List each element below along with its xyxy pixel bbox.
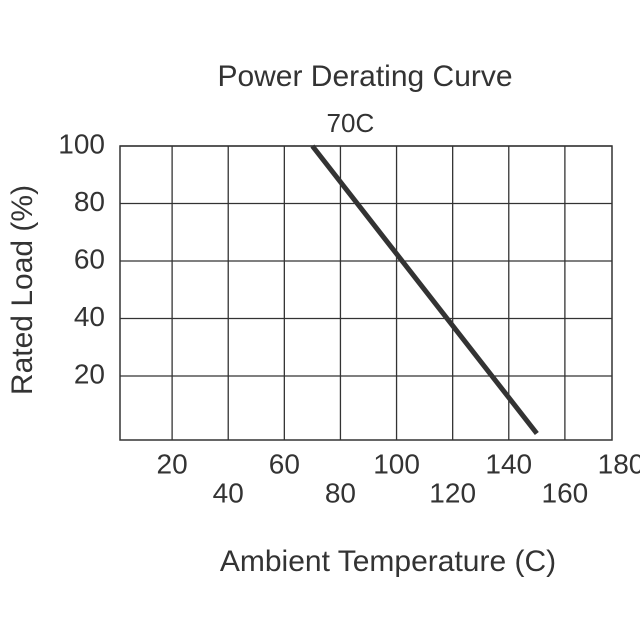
y-tick-label: 40	[74, 301, 105, 332]
y-tick-label: 20	[74, 358, 105, 389]
x-tick-label: 80	[325, 477, 356, 508]
x-tick-label: 180	[598, 448, 640, 479]
x-tick-label: 160	[542, 477, 589, 508]
x-tick-label: 40	[213, 477, 244, 508]
x-tick-label: 100	[373, 448, 420, 479]
annotation: 70C	[327, 108, 375, 138]
x-tick-label: 20	[157, 448, 188, 479]
data-line	[310, 144, 539, 436]
y-tick-label: 100	[58, 128, 105, 159]
chart-title: Power Derating Curve	[217, 60, 512, 93]
y-tick-label: 80	[74, 186, 105, 217]
plot-frame	[119, 145, 613, 441]
x-tick-label: 60	[269, 448, 300, 479]
x-tick-label: 140	[485, 448, 532, 479]
x-tick-label: 120	[429, 477, 476, 508]
x-axis-label: Ambient Temperature (C)	[220, 545, 556, 578]
y-axis-label: Rated Load (%)	[6, 185, 39, 395]
y-tick-label: 60	[74, 243, 105, 274]
